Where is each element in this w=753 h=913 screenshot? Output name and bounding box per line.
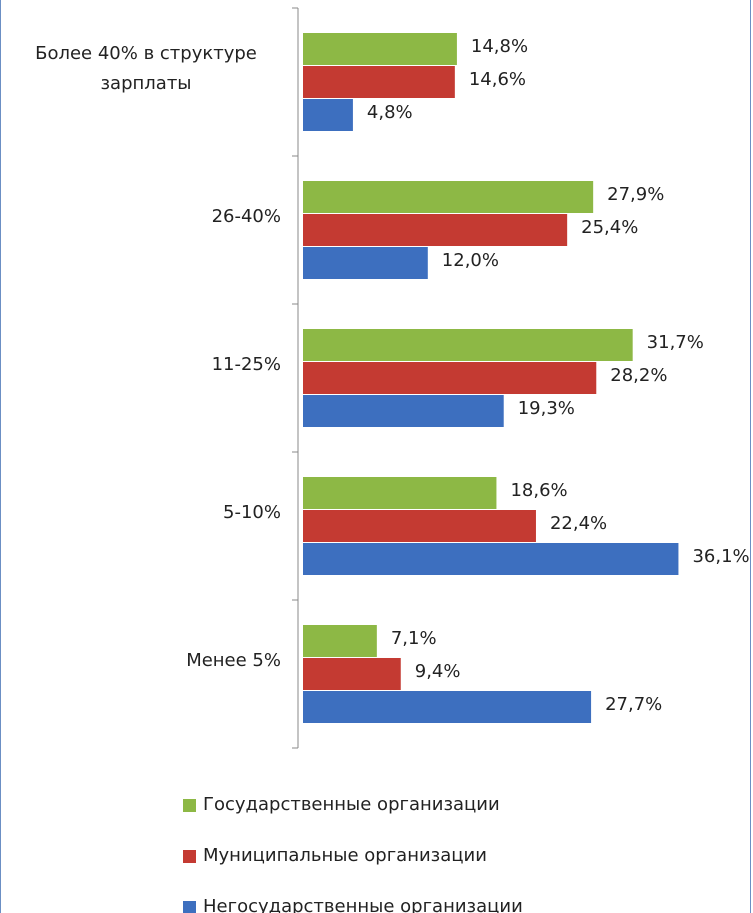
category-label: 26-40% [11,202,281,232]
category-text: 26-40% [211,206,281,227]
value-label: 19,3% [518,398,575,419]
value-label: 4,8% [367,102,413,123]
value-label: 14,6% [469,69,526,90]
value-label: 14,8% [471,36,528,57]
category-label: 11-25% [11,350,281,380]
legend-label: Негосударственные организации [203,896,523,913]
bar [303,33,457,65]
bar [303,362,597,394]
category-text: 5-10% [223,502,281,523]
value-label: 27,7% [605,694,662,715]
bar [303,66,455,98]
bar [303,181,594,213]
bar [303,543,679,575]
bar [303,625,377,657]
category-label: Более 40% в структуре зарплаты [11,39,281,99]
value-label: 22,4% [550,513,607,534]
bar [303,395,504,427]
category-label: Менее 5% [11,646,281,676]
legend-swatch [183,901,196,913]
value-label: 36,1% [692,546,749,567]
bar [303,329,633,361]
value-label: 25,4% [581,217,638,238]
value-label: 12,0% [442,250,499,271]
category-text: Менее 5% [186,650,281,671]
legend-label: Государственные организации [203,794,500,815]
category-label: 5-10% [11,498,281,528]
bar [303,214,568,246]
value-label: 18,6% [510,480,567,501]
bar [303,510,536,542]
value-label: 31,7% [647,332,704,353]
bar [303,247,428,279]
bar [303,99,353,131]
legend-swatch [183,799,196,812]
value-label: 27,9% [607,184,664,205]
bar [303,477,497,509]
bar [303,658,401,690]
bar [303,691,592,723]
legend-swatch [183,850,196,863]
value-label: 9,4% [415,661,461,682]
legend-label: Муниципальные организации [203,845,487,866]
category-text: Более 40% в структуре зарплаты [35,43,257,94]
category-text: 11-25% [211,354,281,375]
value-label: 28,2% [610,365,667,386]
value-label: 7,1% [391,628,437,649]
